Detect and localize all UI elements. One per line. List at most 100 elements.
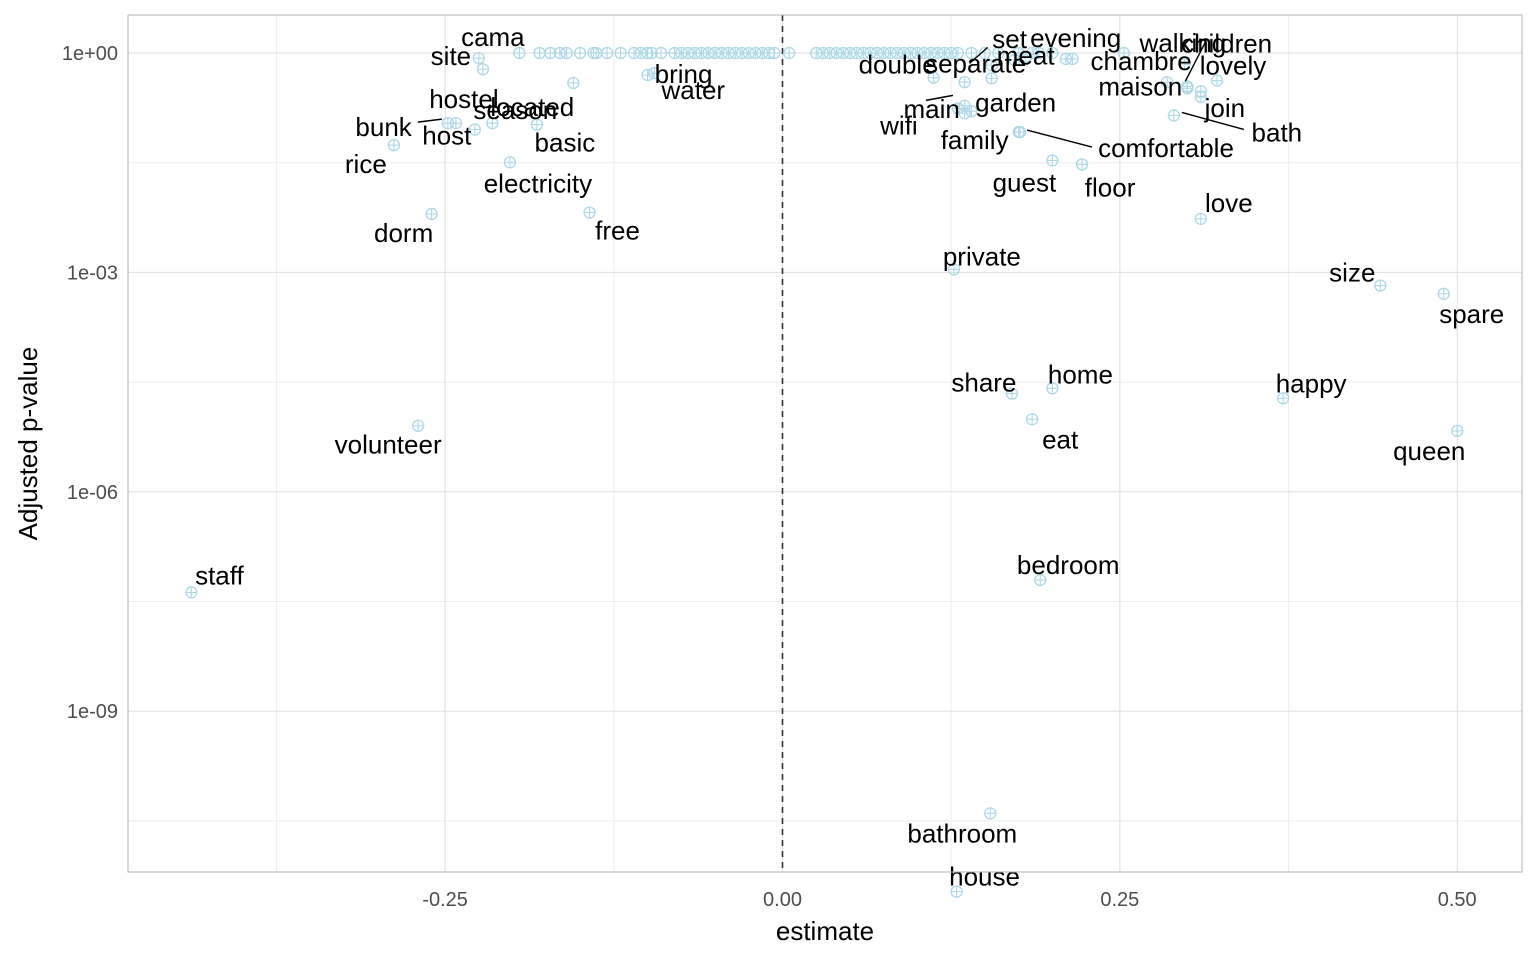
x-tick-label: 0.50 — [1438, 889, 1477, 911]
data-point-site — [476, 63, 490, 76]
data-point-bathroom — [984, 807, 997, 820]
data-point — [965, 46, 978, 60]
data-point-bedroom — [1034, 573, 1047, 587]
data-point-cama — [472, 52, 486, 65]
leader-line-maison — [1184, 40, 1207, 82]
point-label-garden: garden — [975, 87, 1056, 117]
data-point — [513, 46, 526, 60]
point-label-queen: queen — [1393, 436, 1465, 466]
data-point-size — [1374, 279, 1387, 292]
data-point-free — [583, 206, 596, 219]
point-label-located: located — [490, 92, 574, 122]
leader-line-separate — [969, 46, 989, 64]
data-point-queen — [1451, 424, 1464, 438]
point-label-lovely: lovely — [1200, 51, 1266, 81]
data-point-share — [1005, 387, 1019, 400]
point-label-evening: evening — [1030, 23, 1121, 53]
point-label-meat: meat — [997, 40, 1056, 70]
data-point — [533, 46, 546, 60]
point-label-children: children — [1181, 28, 1272, 58]
y-axis-tick-labels: 1e+00 1e-03 1e-06 1e-09 — [62, 43, 118, 723]
data-point-bath — [1167, 109, 1180, 122]
point-label-main: main — [903, 94, 959, 124]
point-label-host: host — [422, 120, 472, 150]
data-point-water — [648, 67, 661, 80]
point-label-bath: bath — [1252, 117, 1303, 147]
data-point-volunteer — [411, 419, 425, 432]
y-tick-label: 1e-06 — [67, 482, 118, 504]
leader-line-bunk — [417, 118, 442, 123]
data-point — [573, 46, 587, 60]
data-point-guest — [1046, 154, 1059, 167]
data-point — [768, 46, 781, 60]
data-point-children — [1178, 58, 1191, 71]
point-label-separate: separate — [925, 48, 1026, 78]
data-points — [185, 46, 1464, 898]
data-point-comfortable — [1013, 125, 1027, 139]
point-label-wifi: wifi — [879, 110, 918, 140]
label-leader-lines — [417, 40, 1245, 148]
point-label-water: water — [661, 75, 726, 105]
y-tick-label: 1e-09 — [67, 701, 118, 723]
data-point — [600, 46, 614, 60]
point-label-eat: eat — [1042, 424, 1079, 454]
point-label-family: family — [941, 125, 1009, 155]
point-label-basic: basic — [535, 128, 596, 158]
data-point-double — [927, 71, 940, 84]
point-label-join: join — [1204, 93, 1245, 123]
data-point-floor — [1075, 158, 1089, 171]
data-point — [951, 46, 965, 60]
y-tick-label: 1e+00 — [62, 43, 118, 65]
leader-line-bath — [1181, 111, 1245, 131]
point-label-private: private — [943, 241, 1021, 271]
point-label-size: size — [1329, 258, 1375, 288]
point-label-volunteer: volunteer — [335, 430, 442, 460]
data-point-main — [958, 75, 971, 89]
data-point-meat — [985, 59, 998, 72]
point-label-cama: cama — [461, 22, 525, 52]
data-point — [614, 46, 627, 60]
data-point — [1032, 46, 1046, 60]
point-label-floor: floor — [1085, 172, 1136, 202]
point-label-home: home — [1048, 359, 1113, 389]
data-point-happy — [1276, 392, 1290, 405]
data-point-separate — [985, 72, 998, 85]
point-label-chambre: chambre — [1091, 46, 1192, 76]
point-label-bring: bring — [655, 59, 713, 89]
data-point-hostel — [449, 116, 463, 130]
data-point-host — [468, 123, 481, 136]
point-label-bedroom: bedroom — [1017, 550, 1120, 580]
data-point — [992, 46, 1005, 60]
point-label-site: site — [431, 41, 471, 71]
data-point-lovely — [1210, 74, 1224, 87]
data-point-basic — [530, 118, 544, 131]
leader-line-comfortable — [1026, 129, 1093, 148]
data-point — [654, 46, 668, 60]
point-label-season: season — [473, 95, 557, 125]
data-point-located — [486, 116, 499, 130]
point-label-bunk: bunk — [355, 112, 412, 142]
x-tick-label: 0.00 — [763, 889, 802, 911]
data-point-house — [950, 885, 963, 898]
x-axis-tick-labels: -0.25 0.00 0.25 0.50 — [422, 889, 1476, 911]
data-point-maison — [1181, 80, 1194, 93]
data-point — [783, 46, 796, 60]
data-point-chambre — [1160, 75, 1174, 89]
data-point — [1046, 46, 1059, 60]
point-label-dorm: dorm — [374, 218, 433, 248]
point-label-walking: walking — [1139, 28, 1227, 58]
data-point-season — [567, 76, 580, 90]
x-tick-label: 0.25 — [1100, 889, 1139, 911]
leader-line-wifi — [925, 94, 954, 102]
plot-panel-border — [127, 14, 1523, 873]
point-label-bathroom: bathroom — [907, 818, 1017, 848]
point-label-happy: happy — [1276, 368, 1347, 398]
data-point-private — [947, 263, 961, 276]
data-point-love — [1194, 212, 1207, 225]
point-label-hostel: hostel — [429, 84, 498, 114]
data-point-electricity — [503, 156, 517, 169]
data-point-home — [1046, 382, 1059, 395]
data-point — [590, 46, 603, 60]
